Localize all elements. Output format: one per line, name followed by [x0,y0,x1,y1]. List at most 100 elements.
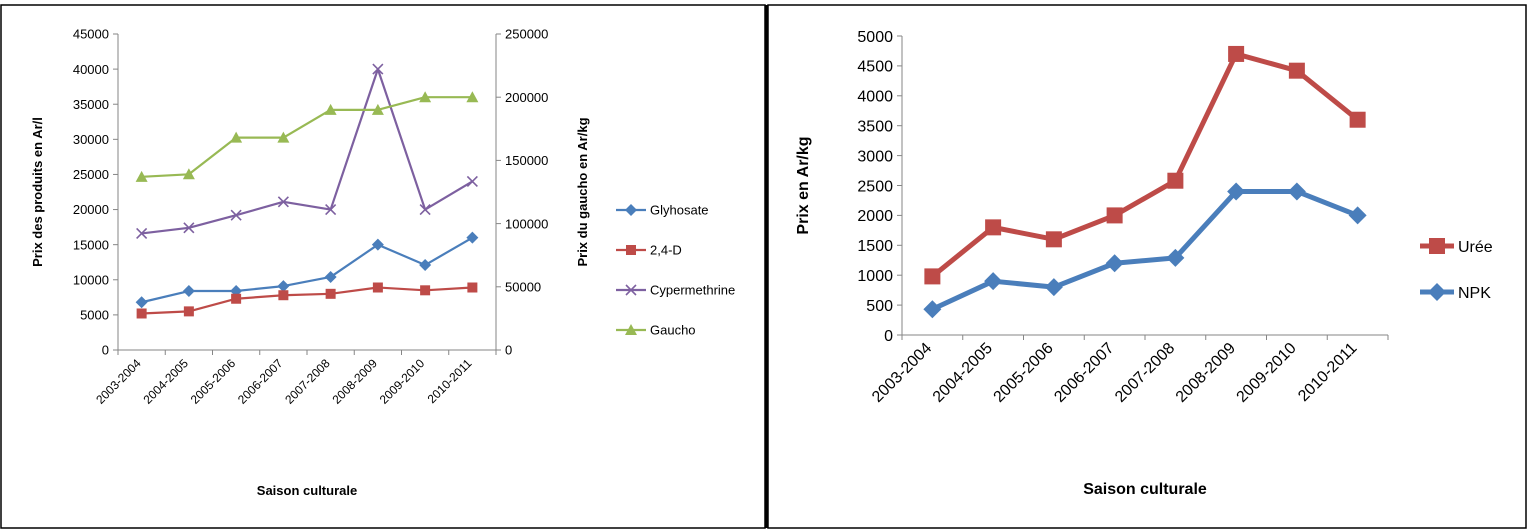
series-npk [923,182,1367,319]
legend-label-gaucho: Gaucho [650,323,696,338]
legend-marker-cypermethrine [625,284,637,296]
y-tick-label: 25000 [73,167,109,182]
y2-axis-title: Prix du gaucho en Ar/kg [575,117,590,266]
legend-marker-uree [1429,238,1445,254]
y-tick-label: 0 [102,343,109,358]
data-point-glyhosate [324,270,337,283]
y-tick-label: 35000 [73,97,109,112]
data-point-2-4-d [420,285,431,296]
data-point-gaucho [230,131,243,143]
data-point-glyhosate [466,231,479,244]
data-point-npk [1044,278,1063,297]
data-point-npk [1287,182,1306,201]
series-line-glyhosate [141,236,473,304]
y-tick-label: 1500 [857,238,893,255]
legend-marker-glyhosate [625,204,637,216]
series-line-2-4-d [141,286,473,315]
y-tick-label: 0 [884,328,893,345]
data-point-cypermethrine [372,63,384,75]
y-tick-label: 500 [866,298,893,315]
data-point-gaucho [371,103,384,115]
right-panel-frame [767,4,1527,529]
data-point-cypermethrine [419,203,431,216]
data-point-gaucho [324,103,337,115]
legend-label-npk: NPK [1458,285,1491,302]
data-point-uree [924,268,941,285]
series-gaucho [135,91,479,182]
y2-tick-label: 250000 [505,27,548,42]
y-tick-label: 5000 [857,29,893,46]
data-point-cypermethrine [136,227,148,239]
data-point-cypermethrine [466,175,478,188]
data-point-npk [923,300,942,319]
data-point-uree [1288,62,1305,79]
y-tick-label: 45000 [73,27,109,42]
left-panel-frame [0,4,766,529]
data-point-uree [1349,111,1366,128]
legend-label-2-4-d: 2,4-D [650,243,682,258]
data-point-gaucho [182,168,195,180]
data-point-2-4-d [372,282,383,293]
y-tick-label: 3500 [857,118,893,135]
y-tick-label: 10000 [73,272,109,287]
series-line-gaucho [141,96,473,178]
data-point-uree [1228,45,1245,62]
x-axis-title: Saison culturale [1083,481,1207,498]
legend-label-glyhosate: Glyhosate [650,203,709,218]
data-point-uree [1106,207,1123,224]
y-tick-label: 2000 [857,208,893,225]
data-point-npk [984,272,1003,291]
y-tick-label: 2500 [857,178,893,195]
data-point-2-4-d [278,290,289,301]
legend-marker-2-4-d [626,245,636,255]
y-tick-label: 4000 [857,89,893,106]
y-tick-label: 1000 [857,268,893,285]
data-point-2-4-d [467,282,478,293]
data-point-uree [1167,172,1184,189]
data-point-npk [1166,248,1185,267]
data-point-cypermethrine [325,203,337,216]
y2-tick-label: 0 [505,343,512,358]
data-point-npk [1227,182,1246,201]
legend: Glyhosate 2,4-D Cypermethrine Gaucho [616,203,735,338]
data-point-cypermethrine [183,222,195,234]
data-point-gaucho [419,91,432,103]
y2-tick-label: 50000 [505,279,541,294]
data-point-2-4-d [183,306,194,317]
data-point-gaucho [277,131,290,143]
data-point-npk [1105,254,1124,273]
data-point-glyhosate [182,285,195,298]
data-point-glyhosate [419,259,432,272]
data-point-gaucho [466,91,479,103]
y-axis-title: Prix des produits en Ar/l [30,117,45,267]
legend-label-uree: Urée [1458,239,1493,256]
data-point-glyhosate [371,238,384,251]
data-point-cypermethrine [230,209,242,221]
data-point-uree [985,219,1002,236]
x-axis-title: Saison culturale [257,483,357,498]
y2-tick-label: 200000 [505,90,548,105]
data-point-2-4-d [136,308,147,319]
y-axis-title: Prix en Ar/kg [795,136,812,234]
y-tick-label: 30000 [73,132,109,147]
data-point-npk [1348,206,1367,225]
legend: Urée NPK [1420,238,1493,302]
series-line-npk [931,188,1359,312]
series-cypermethrine [136,63,478,239]
y-tick-label: 15000 [73,237,109,252]
series-2-4-d [136,282,478,319]
data-point-2-4-d [325,288,336,299]
y2-tick-label: 100000 [505,216,548,231]
series-line-uree [930,51,1360,279]
y-tick-label: 40000 [73,62,109,77]
series-line-cypermethrine [141,68,473,235]
data-point-2-4-d [231,293,242,304]
data-point-cypermethrine [277,196,289,208]
data-point-uree [1045,231,1062,248]
legend-marker-gaucho [625,324,637,335]
y-tick-label: 5000 [80,308,109,323]
y-tick-label: 4500 [857,59,893,76]
legend-marker-npk [1428,283,1446,301]
